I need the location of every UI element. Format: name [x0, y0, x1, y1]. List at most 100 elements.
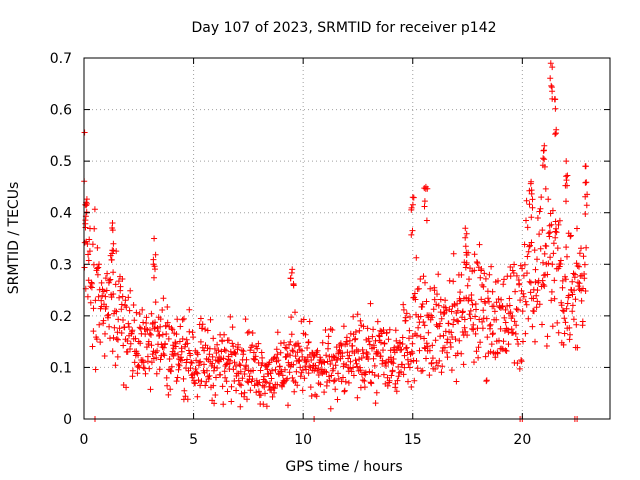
- data-point: [384, 382, 391, 389]
- data-point: [317, 381, 324, 388]
- data-point: [377, 353, 384, 360]
- data-point: [176, 338, 183, 345]
- data-point: [461, 324, 468, 331]
- data-point: [237, 368, 244, 375]
- data-point: [277, 349, 284, 356]
- data-point: [96, 261, 102, 268]
- data-point: [563, 244, 570, 251]
- data-point: [205, 376, 212, 382]
- data-point: [241, 389, 248, 396]
- data-point: [467, 307, 474, 314]
- data-point: [228, 383, 235, 390]
- data-point: [113, 308, 120, 315]
- x-tick-label: 0: [80, 432, 89, 448]
- data-point: [347, 365, 354, 372]
- data-point: [473, 306, 479, 313]
- data-point: [371, 362, 378, 369]
- data-point: [287, 352, 294, 359]
- data-point: [197, 338, 204, 345]
- data-point: [403, 310, 410, 317]
- data-point: [315, 365, 322, 372]
- data-point: [237, 403, 244, 410]
- data-point: [521, 261, 528, 268]
- data-point: [561, 330, 568, 337]
- data-point: [110, 247, 117, 254]
- data-point: [511, 261, 518, 268]
- data-point: [220, 355, 227, 362]
- data-point: [507, 273, 514, 280]
- data-point: [194, 351, 201, 358]
- data-point: [394, 377, 401, 384]
- data-point: [538, 194, 545, 201]
- data-point: [304, 345, 311, 351]
- data-point: [540, 272, 547, 279]
- data-point: [160, 344, 167, 351]
- data-point: [525, 248, 532, 255]
- data-point: [563, 198, 569, 205]
- data-point: [274, 351, 281, 358]
- data-point: [512, 288, 519, 295]
- data-point: [525, 315, 532, 322]
- data-point: [478, 266, 485, 272]
- data-point: [255, 340, 262, 347]
- data-point: [582, 288, 589, 294]
- data-point: [136, 311, 143, 317]
- data-point: [548, 82, 555, 89]
- data-point: [548, 297, 555, 304]
- data-point: [370, 355, 377, 362]
- data-point: [165, 391, 172, 398]
- data-point: [231, 359, 238, 366]
- data-point: [477, 339, 484, 346]
- data-point: [569, 308, 576, 315]
- data-point: [116, 325, 123, 332]
- data-point: [295, 340, 301, 347]
- data-point: [83, 209, 90, 216]
- data-point: [220, 401, 227, 408]
- data-point: [268, 375, 275, 382]
- data-point: [183, 336, 190, 343]
- data-point: [562, 273, 568, 280]
- data-point: [416, 347, 423, 354]
- data-point: [139, 306, 146, 313]
- data-point: [383, 329, 390, 336]
- data-point: [257, 367, 264, 374]
- data-point: [522, 330, 529, 337]
- data-point: [479, 325, 486, 332]
- data-point: [281, 339, 287, 346]
- data-point: [334, 356, 341, 363]
- data-point: [291, 342, 298, 349]
- data-point: [469, 325, 475, 332]
- data-point: [360, 323, 367, 330]
- data-point: [100, 317, 107, 324]
- data-point: [354, 311, 361, 318]
- data-point: [448, 367, 455, 374]
- data-point: [480, 283, 487, 290]
- data-point: [408, 204, 415, 211]
- data-point: [421, 322, 428, 329]
- x-tick-label: 15: [404, 432, 422, 448]
- data-point: [86, 248, 93, 255]
- data-point: [515, 341, 522, 347]
- data-point: [421, 335, 428, 342]
- data-point: [244, 396, 250, 403]
- data-point: [447, 344, 454, 350]
- data-point: [390, 356, 397, 362]
- data-point: [382, 360, 389, 367]
- data-point: [450, 250, 457, 257]
- data-point: [549, 323, 556, 330]
- y-tick-label: 0.5: [50, 154, 72, 170]
- data-point: [221, 368, 228, 375]
- data-point: [570, 316, 577, 323]
- data-point: [188, 360, 195, 366]
- data-point: [539, 162, 546, 169]
- data-point: [321, 389, 328, 396]
- data-point: [87, 299, 94, 306]
- data-point: [518, 358, 525, 365]
- data-point: [567, 331, 573, 338]
- data-point: [567, 232, 574, 239]
- data-point: [88, 284, 95, 291]
- data-point: [84, 293, 91, 300]
- data-point: [462, 243, 469, 250]
- data-point: [356, 327, 363, 334]
- data-point: [172, 340, 179, 347]
